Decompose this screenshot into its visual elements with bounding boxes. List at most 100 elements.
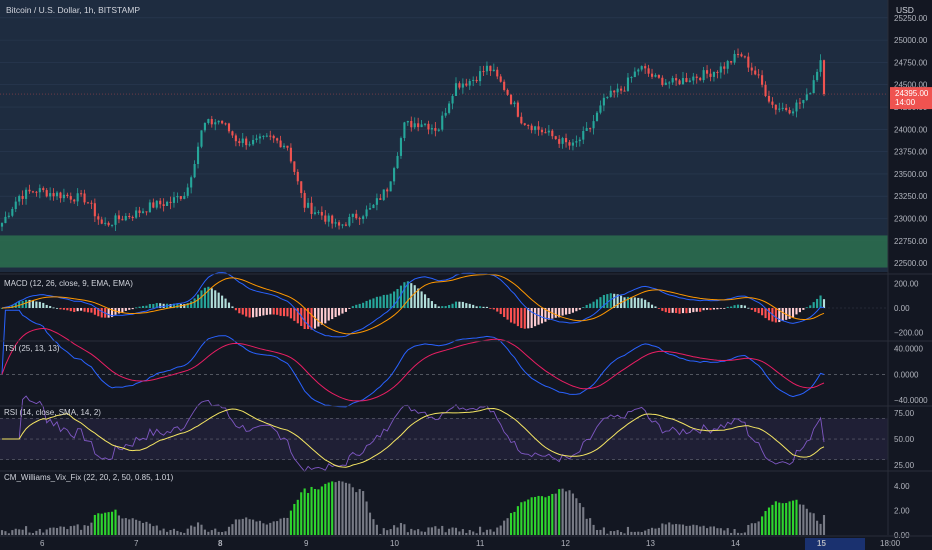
candle-body	[128, 215, 131, 218]
macd-histogram-bar	[358, 303, 361, 308]
macd-histogram-bar	[540, 308, 544, 324]
macd-histogram-bar	[66, 308, 69, 311]
macd-histogram-bar	[396, 289, 399, 308]
price-tick-label: 25250.00	[894, 14, 928, 23]
vix-bar	[269, 522, 272, 535]
candle-body	[654, 75, 657, 77]
candle-body	[413, 123, 416, 128]
tsi-pane[interactable]: 40.0000 0.0000 −40.0000	[0, 309, 928, 408]
vix-bar	[620, 531, 623, 535]
candle-body	[513, 102, 516, 105]
vix-bar	[14, 528, 17, 535]
macd-histogram-bar	[575, 308, 578, 312]
candle-body	[606, 96, 609, 98]
vix-bar	[176, 530, 179, 535]
price-pane[interactable]: 25250.0025000.0024750.0024500.0024250.00…	[0, 0, 932, 272]
candle-body	[626, 77, 630, 91]
candle-body	[726, 61, 729, 69]
candle-body	[231, 131, 234, 136]
time-label: 13	[646, 539, 655, 548]
macd-histogram-bar	[534, 308, 537, 327]
macd-pane[interactable]: 200.00 0.00 −200.00	[0, 272, 924, 338]
candle-body	[764, 84, 767, 96]
macd-histogram-bar	[393, 291, 396, 308]
macd-histogram-bar	[35, 301, 38, 308]
macd-histogram-bar	[200, 290, 203, 308]
vix-bar	[812, 513, 815, 535]
candle-body	[403, 122, 406, 139]
macd-histogram-bar	[472, 304, 475, 308]
vix-bar	[121, 518, 124, 535]
candle-body	[11, 209, 14, 216]
vix-bar	[454, 527, 458, 535]
candle-body	[210, 119, 213, 125]
candle-body	[496, 69, 499, 77]
macd-histogram-bar	[448, 305, 451, 308]
vix-bar	[128, 519, 131, 535]
macd-histogram-bar	[819, 295, 822, 308]
candle-body	[423, 123, 427, 125]
macd-histogram-bar	[289, 308, 292, 319]
time-label: 10	[390, 539, 399, 548]
vix-bar	[97, 513, 100, 535]
macd-histogram-bar	[303, 308, 306, 330]
vix-bar	[750, 523, 753, 535]
vix-bar	[444, 532, 447, 535]
candle-body	[214, 122, 217, 125]
candle-body	[699, 77, 702, 81]
macd-histogram-bar	[764, 308, 767, 319]
price-background	[0, 0, 888, 272]
candle-body	[148, 202, 151, 213]
vix-bar	[434, 526, 437, 535]
candle-body	[420, 124, 423, 128]
vix-tick-label: 2.00	[894, 506, 910, 515]
candle-body	[723, 66, 726, 69]
vix-bar	[358, 489, 361, 535]
macd-histogram-bar	[585, 304, 588, 308]
vix-bar	[162, 528, 165, 535]
macd-histogram-bar	[389, 293, 392, 308]
macd-histogram-bar	[503, 308, 506, 318]
vix-bar	[382, 528, 385, 535]
vix-bar	[492, 531, 495, 535]
macd-histogram-bar	[28, 299, 31, 308]
vix-bar	[496, 527, 499, 535]
macd-histogram-bar	[561, 308, 564, 316]
vix-bar	[396, 527, 399, 535]
candle-body	[716, 71, 719, 73]
macd-histogram-bar	[14, 303, 17, 308]
candle-body	[503, 81, 506, 90]
candle-body	[472, 79, 475, 82]
vix-pane[interactable]: 4.002.000.00	[0, 480, 910, 540]
vix-bar	[31, 533, 35, 535]
candle-body	[534, 126, 537, 131]
macd-histogram-bar	[716, 308, 719, 310]
macd-histogram-bar	[489, 308, 492, 309]
vix-bar	[348, 483, 351, 535]
last-price-value: 24395.00	[895, 89, 929, 98]
vix-bar	[644, 530, 647, 535]
price-tick-label: 23750.00	[894, 148, 928, 157]
candle-body	[221, 120, 224, 124]
candle-body	[35, 191, 38, 193]
candle-body	[379, 198, 382, 200]
vix-bar	[42, 532, 45, 535]
macd-histogram-bar	[258, 308, 262, 317]
rsi-tick-label: 75.00	[894, 409, 915, 418]
candle-body	[692, 76, 695, 81]
macd-histogram-bar	[633, 297, 636, 308]
vix-bar	[805, 508, 808, 535]
rsi-pane[interactable]: 75.00 50.00 25.00	[0, 395, 915, 473]
vix-bar	[571, 493, 574, 535]
macd-histogram-bar	[516, 308, 519, 327]
macd-line	[1, 272, 825, 338]
vix-bar	[551, 493, 554, 535]
candle-body	[668, 82, 671, 84]
vix-bar	[152, 526, 155, 535]
tsi-line	[1, 309, 825, 408]
vix-bar	[482, 532, 485, 535]
candle-body	[568, 142, 571, 146]
candle-body	[368, 208, 372, 210]
candle-body	[757, 74, 760, 76]
